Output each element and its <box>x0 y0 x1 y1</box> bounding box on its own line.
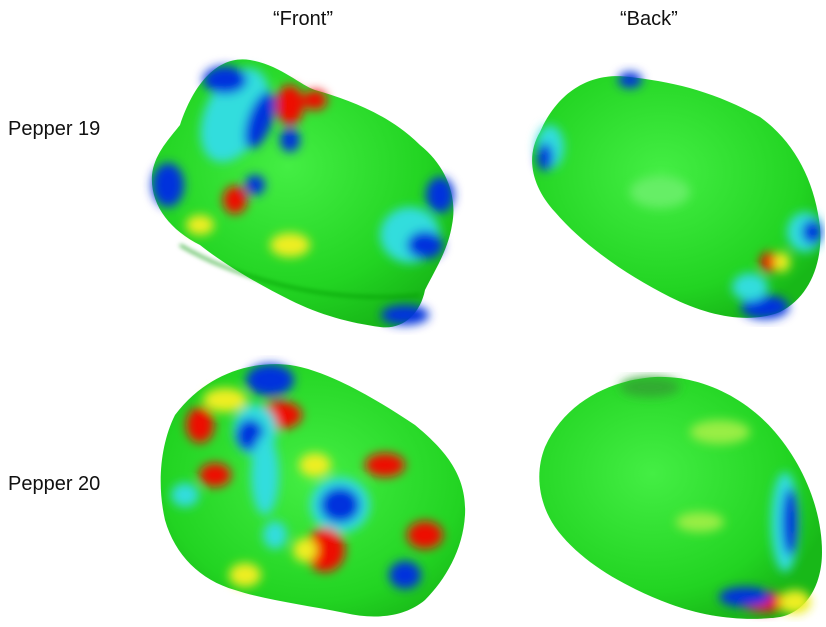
pepper-19-back-render <box>520 62 825 327</box>
pepper-20-front-render <box>155 355 475 625</box>
pepper-19-front-render <box>140 45 465 335</box>
pepper-20-back-render <box>530 372 825 622</box>
pepper-20-row-label: Pepper 20 <box>8 473 101 495</box>
front-column-label: “Front” <box>273 8 333 30</box>
back-column-label: “Back” <box>620 8 678 30</box>
pepper-19-row-label: Pepper 19 <box>8 118 101 140</box>
